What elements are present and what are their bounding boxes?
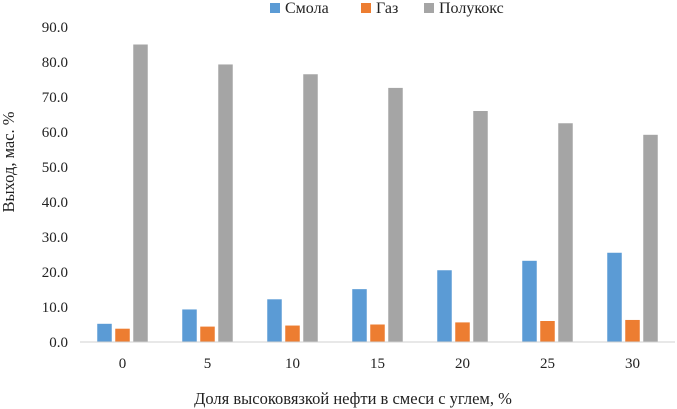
bar-gas xyxy=(115,328,130,342)
bar-semicoke xyxy=(643,134,658,342)
x-tick-label: 15 xyxy=(370,356,385,372)
x-tick-label: 10 xyxy=(285,356,300,372)
bar-semicoke xyxy=(388,87,403,343)
bar-resin xyxy=(352,289,367,342)
bar-resin xyxy=(522,260,537,342)
legend-swatch xyxy=(424,3,434,13)
bar-gas xyxy=(370,324,385,342)
x-axis-ticks: 0 5 10 15 20 25 30 xyxy=(119,356,640,372)
bar-gas xyxy=(455,322,470,342)
y-tick-label: 80.0 xyxy=(42,55,68,71)
bar-gas xyxy=(200,326,215,342)
legend-swatch xyxy=(270,3,280,13)
bar-gas xyxy=(540,321,555,342)
bar-resin xyxy=(182,309,197,342)
x-tick-label: 25 xyxy=(540,356,555,372)
legend-label: Газ xyxy=(376,0,398,17)
bar-semicoke xyxy=(218,64,233,342)
y-tick-label: 0.0 xyxy=(49,335,68,351)
bar-resin xyxy=(267,299,282,342)
legend-label: Смола xyxy=(285,0,329,17)
y-axis-title: Выход, мас. % xyxy=(0,111,18,212)
y-axis-ticks: 0.0 10.0 20.0 30.0 40.0 50.0 60.0 70.0 80.0 90.0 xyxy=(42,20,68,351)
y-tick-label: 30.0 xyxy=(42,230,68,246)
x-tick-label: 20 xyxy=(455,356,470,372)
bar-semicoke xyxy=(303,74,318,342)
x-tick-label: 0 xyxy=(119,356,127,372)
y-tick-label: 70.0 xyxy=(42,90,68,106)
y-tick-label: 40.0 xyxy=(42,195,68,211)
y-tick-label: 10.0 xyxy=(42,300,68,316)
bar-resin xyxy=(97,323,112,342)
y-tick-label: 60.0 xyxy=(42,125,68,141)
y-tick-label: 90.0 xyxy=(42,20,68,36)
legend-swatch xyxy=(361,3,371,13)
x-axis-title: Доля высоковязкой нефти в смеси с углем,… xyxy=(194,389,512,408)
legend-label: Полукокс xyxy=(439,0,504,17)
bar-semicoke xyxy=(133,44,148,342)
bar-gas xyxy=(285,325,300,342)
x-tick-label: 30 xyxy=(625,356,640,372)
bar-resin xyxy=(607,252,622,342)
bar-semicoke xyxy=(473,111,488,342)
y-tick-label: 50.0 xyxy=(42,160,68,176)
x-tick-label: 5 xyxy=(204,356,212,372)
legend: Смола Газ Полукокс xyxy=(270,0,504,17)
bar-semicoke xyxy=(558,123,573,342)
y-tick-label: 20.0 xyxy=(42,265,68,281)
bar-resin xyxy=(437,270,452,342)
bar-gas xyxy=(625,319,640,342)
bars xyxy=(97,44,658,343)
